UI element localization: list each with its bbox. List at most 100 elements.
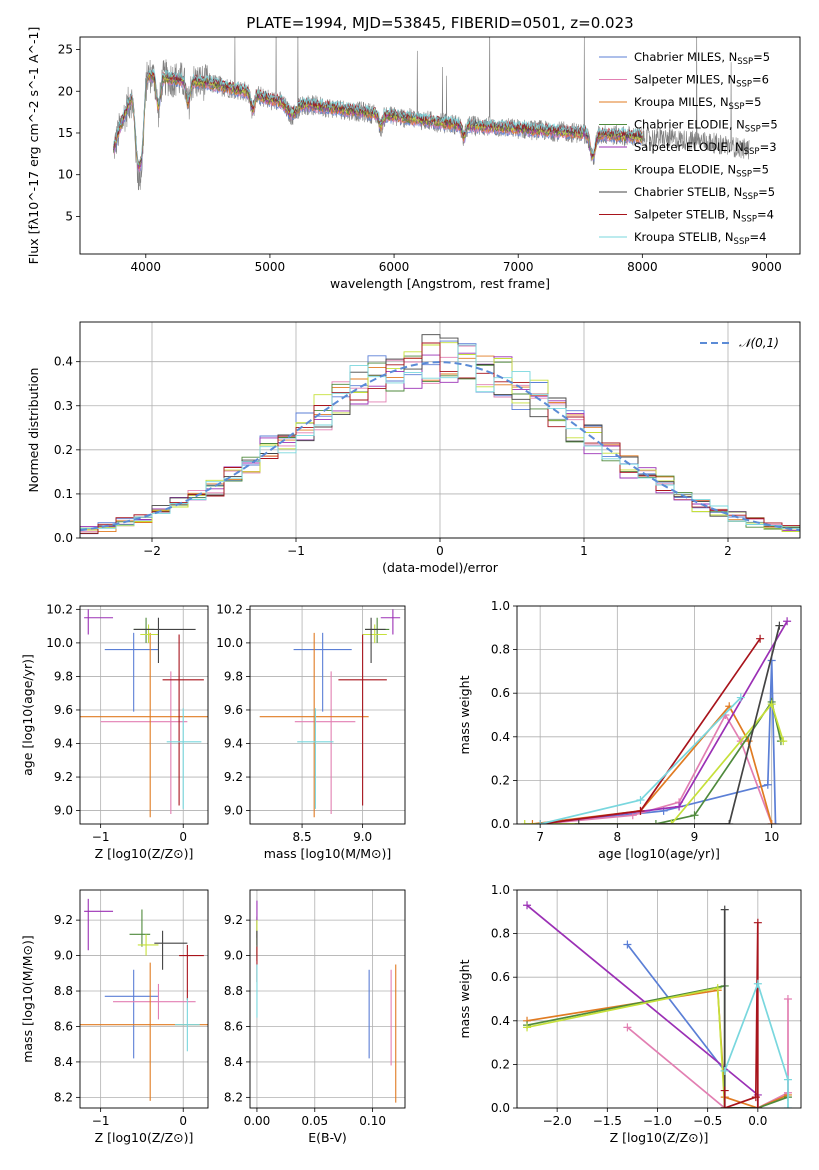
y-tick-label: 10.2 bbox=[216, 602, 243, 616]
weight-marker bbox=[783, 995, 792, 1003]
weight-line-kroupa_stelib bbox=[536, 693, 745, 824]
x-axis-label: wavelength [Angstrom, rest frame] bbox=[330, 276, 550, 291]
weight-marker bbox=[720, 1086, 729, 1095]
weight-marker bbox=[763, 780, 772, 789]
x-tick-label: 7000 bbox=[503, 260, 534, 274]
weight-path bbox=[626, 999, 789, 1108]
x-tick-label: 10 bbox=[764, 830, 779, 844]
x-tick-label: −2.0 bbox=[543, 1114, 572, 1128]
x-tick-label: 0 bbox=[179, 830, 187, 844]
y-tick-label: 8.2 bbox=[224, 1090, 243, 1104]
y-tick-label: 9.8 bbox=[54, 669, 73, 683]
x-tick-label: 0 bbox=[179, 1114, 187, 1128]
y-tick-label: 10 bbox=[58, 168, 73, 182]
y-tick-label: 0.0 bbox=[491, 1101, 510, 1115]
weight-line-kroupa_elodie bbox=[520, 700, 788, 824]
legend: Chabrier MILES, NSSP=5 Salpeter MILES, NS… bbox=[599, 50, 778, 247]
y-tick-label: 0.4 bbox=[491, 1014, 510, 1028]
x-tick-label: 9.0 bbox=[353, 830, 372, 844]
x-tick-label: 8 bbox=[614, 830, 622, 844]
x-tick-label: 6000 bbox=[379, 260, 410, 274]
y-tick-label: 0.4 bbox=[491, 730, 510, 744]
weight-path bbox=[540, 713, 773, 824]
weight-marker bbox=[675, 802, 684, 811]
legend-entry: Kroupa STELIB, NSSP=4 bbox=[634, 230, 766, 247]
x-axis-label: mass [log10(M/M⊙)] bbox=[264, 846, 392, 861]
y-tick-label: 9.2 bbox=[224, 770, 243, 784]
y-tick-label: 9.2 bbox=[54, 770, 73, 784]
weight-marker bbox=[690, 811, 699, 820]
y-axis-label: age [log10(age/yr)] bbox=[20, 654, 35, 776]
y-tick-label: 9.8 bbox=[224, 669, 243, 683]
axes-frame bbox=[79, 889, 209, 1109]
x-tick-label: −1.5 bbox=[593, 1114, 622, 1128]
y-tick-label: 0.2 bbox=[491, 1057, 510, 1071]
y-tick-label: 9.2 bbox=[224, 913, 243, 927]
errorbar-chabrier_miles bbox=[104, 632, 159, 712]
y-tick-label: 10.0 bbox=[216, 636, 243, 650]
weight-marker bbox=[713, 984, 722, 993]
panel-mass_vs_metallicity: −1 0 8.2 8.4 8.6 8.8 9.0 9.2 Z [log10(Z/Z⊙)] mass… bbox=[20, 889, 209, 1145]
plot-area bbox=[256, 900, 397, 1103]
x-tick-label: 0.0 bbox=[748, 1114, 767, 1128]
weight-marker bbox=[523, 901, 532, 910]
weight-path bbox=[524, 702, 785, 824]
y-tick-label: 9.6 bbox=[224, 703, 243, 717]
weight-line-chabrier_stelib bbox=[574, 621, 784, 824]
x-tick-label: 8000 bbox=[627, 260, 658, 274]
y-tick-label: 0.6 bbox=[491, 686, 510, 700]
x-tick-label: −1.0 bbox=[643, 1114, 672, 1128]
model-spectrum-kroupa_stelib bbox=[113, 68, 643, 166]
y-tick-label: 1.0 bbox=[491, 883, 510, 897]
errorbar-salpeter_miles bbox=[294, 671, 356, 814]
plot-area bbox=[523, 901, 792, 1108]
y-axis-label: Flux [fλ10^-17 erg cm^-2 s^-1 A^-1] bbox=[26, 27, 41, 265]
y-tick-label: 9.4 bbox=[224, 737, 243, 751]
errorbar-chabrier_elodie bbox=[129, 909, 151, 947]
errorbar-chabrier_elodie bbox=[133, 617, 155, 643]
y-axis-label: mass weight bbox=[457, 675, 472, 754]
plot-area bbox=[80, 609, 208, 818]
y-axis-label: mass [log10(M/M⊙)] bbox=[20, 935, 35, 1063]
axes-frame bbox=[249, 605, 406, 825]
y-tick-label: 0.2 bbox=[491, 773, 510, 787]
y-tick-label: 0.3 bbox=[54, 399, 73, 413]
errorbar-chabrier_stelib bbox=[154, 930, 188, 970]
x-tick-label: −0.5 bbox=[693, 1114, 722, 1128]
weight-marker bbox=[720, 1066, 729, 1075]
errorbar-kroupa_stelib bbox=[297, 708, 334, 809]
figure-title: PLATE=1994, MJD=53845, FIBERID=0501, z=0… bbox=[246, 14, 633, 32]
y-tick-label: 20 bbox=[58, 84, 73, 98]
legend: 𝒩(0,1) bbox=[700, 336, 779, 350]
weight-path bbox=[578, 625, 781, 824]
weight-line-chabrier_miles bbox=[623, 940, 729, 1108]
y-tick-label: 8.6 bbox=[224, 1019, 243, 1033]
weight-marker bbox=[667, 820, 676, 824]
x-axis-label: E(B-V) bbox=[308, 1130, 347, 1145]
weight-path bbox=[723, 981, 789, 1108]
weight-marker bbox=[767, 700, 776, 709]
weight-line-chabrier_miles bbox=[536, 656, 780, 824]
weight-marker bbox=[636, 796, 645, 805]
errorbar-kroupa_miles bbox=[259, 632, 369, 818]
errorbar-kroupa_miles bbox=[80, 962, 208, 1101]
weight-marker bbox=[536, 820, 545, 824]
y-axis-label: Normed distribution bbox=[26, 368, 41, 493]
y-tick-label: 0.6 bbox=[491, 970, 510, 984]
errorbar-chabrier_miles bbox=[293, 632, 352, 712]
x-tick-label: 9 bbox=[691, 830, 699, 844]
errorbar-chabrier_elodie bbox=[365, 617, 390, 643]
y-tick-label: 15 bbox=[58, 126, 73, 140]
weight-marker bbox=[736, 693, 745, 702]
y-tick-label: 9.0 bbox=[54, 949, 73, 963]
y-tick-label: 0.2 bbox=[54, 443, 73, 457]
x-tick-label: 1 bbox=[580, 544, 588, 558]
weight-path bbox=[526, 987, 758, 1108]
legend-entry: Salpeter MILES, NSSP=6 bbox=[634, 73, 769, 90]
weight-path bbox=[626, 943, 726, 1108]
plot-area bbox=[520, 617, 792, 824]
y-tick-label: 9.0 bbox=[224, 949, 243, 963]
legend-entry: 𝒩(0,1) bbox=[739, 336, 779, 350]
x-tick-label: 7 bbox=[536, 830, 544, 844]
errorbar-salpeter_stelib bbox=[338, 634, 387, 806]
